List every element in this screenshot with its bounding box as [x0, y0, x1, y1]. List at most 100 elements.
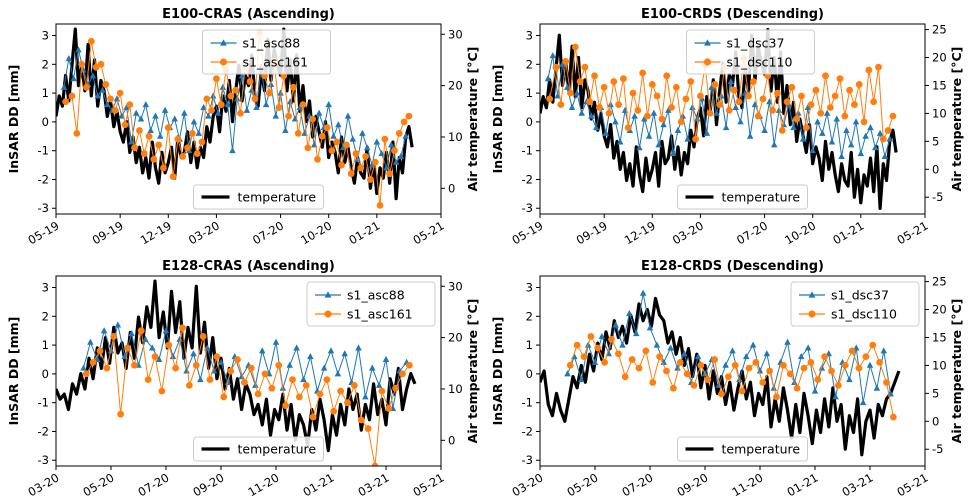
data-point — [639, 289, 647, 296]
data-point — [136, 127, 143, 134]
data-point — [314, 155, 321, 163]
data-point — [286, 361, 293, 368]
data-point — [571, 43, 579, 51]
y-tick-label: 1 — [42, 338, 49, 352]
data-point — [546, 95, 554, 103]
data-point — [674, 126, 682, 134]
y2-tick-label: 20 — [448, 331, 463, 345]
data-point — [798, 92, 805, 100]
data-point — [161, 106, 169, 113]
data-point — [205, 112, 212, 119]
axes-frame — [539, 275, 926, 467]
x-tick-label: 10-20 — [782, 218, 818, 247]
data-point — [130, 361, 138, 369]
series-legend: s1_dsc37 s1_dsc110 — [686, 29, 815, 75]
x-tick-label: 12-19 — [138, 218, 174, 247]
data-point — [309, 115, 317, 123]
data-point — [253, 103, 260, 111]
legend-label: temperature — [722, 442, 801, 457]
data-point — [395, 129, 403, 137]
data-point — [817, 109, 825, 117]
plot-area — [540, 28, 898, 210]
y2-tick-label: 10 — [932, 358, 947, 372]
data-point — [759, 95, 767, 103]
chart-title: E100-CRAS (Ascending) — [162, 7, 335, 22]
data-point — [573, 341, 581, 349]
data-point — [386, 170, 394, 178]
data-point — [89, 72, 97, 79]
data-point — [391, 147, 398, 155]
data-point — [289, 376, 296, 384]
data-point — [355, 344, 362, 351]
data-point — [246, 78, 254, 85]
series-line-s1_asc161 — [65, 32, 410, 206]
data-point — [158, 387, 166, 395]
data-point — [660, 121, 667, 128]
legend-marker-circle — [703, 58, 712, 66]
data-point — [576, 78, 584, 85]
data-point — [323, 376, 331, 384]
data-point — [799, 135, 807, 142]
x-tick-label: 07-20 — [136, 470, 172, 499]
data-point — [669, 384, 677, 392]
data-point — [766, 98, 773, 105]
data-point — [602, 129, 610, 136]
data-point — [149, 344, 156, 351]
data-point — [872, 144, 879, 151]
data-point — [615, 101, 623, 109]
legend-label: s1_dsc37 — [727, 36, 785, 51]
data-point — [137, 327, 145, 335]
data-point — [635, 364, 643, 372]
legend-marker-triangle — [220, 39, 227, 46]
data-point — [227, 367, 235, 375]
data-point — [711, 81, 719, 88]
x-tick-label: 01-21 — [301, 470, 337, 499]
data-point — [554, 92, 561, 99]
x-tick-label: 05-21 — [411, 470, 447, 499]
data-point — [169, 353, 177, 360]
data-point — [802, 124, 810, 132]
data-point — [268, 384, 276, 392]
data-point — [731, 361, 739, 369]
data-point — [70, 75, 77, 82]
data-point — [160, 164, 167, 172]
chart-2: E100-CRDS (Descending) InSAR DD [mm] Air t… — [490, 7, 964, 247]
data-point — [224, 101, 231, 108]
data-point — [344, 399, 351, 407]
data-point — [774, 89, 781, 97]
data-point — [102, 81, 110, 88]
data-point — [633, 329, 640, 337]
data-point — [869, 341, 877, 349]
y-tick-label: 3 — [526, 281, 533, 295]
data-point — [243, 106, 251, 113]
data-point — [552, 63, 560, 71]
y-tick-label: 0 — [42, 367, 49, 381]
y-tick-label: -3 — [38, 453, 49, 467]
y2-axis-label: Air temperature [°C] — [949, 299, 964, 444]
data-point — [860, 118, 868, 126]
data-point — [349, 135, 357, 142]
y-axis-label: InSAR DD [mm] — [490, 317, 505, 426]
data-point — [282, 126, 289, 134]
data-point — [363, 144, 371, 151]
legend-label: s1_asc161 — [243, 55, 309, 70]
data-point — [302, 381, 310, 389]
data-point — [559, 60, 566, 67]
y2-tick-label: 15 — [932, 78, 947, 92]
legend-label: s1_dsc110 — [727, 55, 793, 70]
data-point — [608, 335, 615, 343]
x-tick-label: 03-20 — [186, 218, 222, 247]
data-point — [402, 132, 409, 139]
data-point — [779, 361, 787, 369]
data-point — [219, 83, 227, 90]
data-point — [881, 152, 889, 159]
data-point — [783, 98, 791, 106]
legend-box — [677, 184, 808, 210]
data-point — [275, 104, 283, 111]
data-point — [323, 124, 331, 132]
data-point — [722, 124, 730, 131]
temperature-legend: temperature — [677, 436, 808, 462]
data-point — [304, 144, 312, 152]
data-point — [142, 335, 149, 342]
data-point — [140, 150, 148, 157]
